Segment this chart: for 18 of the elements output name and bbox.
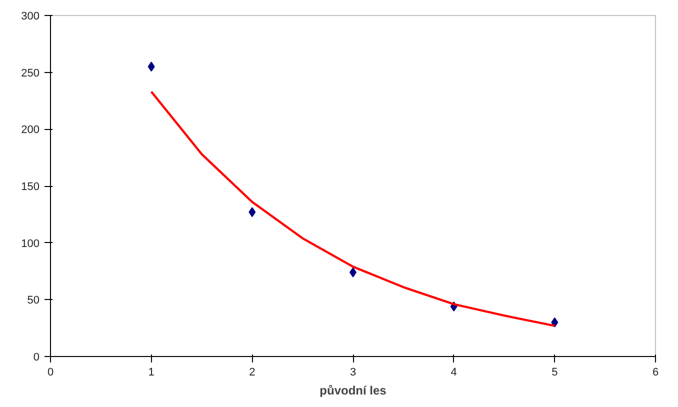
- y-tick-label: 300: [21, 10, 40, 22]
- x-tick-label: 5: [552, 366, 558, 378]
- x-tick-label: 2: [249, 366, 256, 378]
- y-tick-label: 100: [21, 238, 40, 250]
- x-tick-label: 3: [350, 366, 356, 378]
- x-axis-title: původní les: [320, 384, 387, 398]
- point: [148, 62, 155, 72]
- y-tick-label: 50: [27, 294, 40, 307]
- y-tick-label: 250: [21, 67, 40, 80]
- x-tick-label: 1: [148, 366, 154, 378]
- point: [551, 317, 558, 328]
- point: [248, 207, 256, 218]
- y-tick-label: 0: [33, 352, 40, 364]
- y-tick-label: 200: [21, 124, 40, 136]
- x-tick-label: 6: [652, 366, 659, 378]
- x-tick-label: 4: [450, 366, 457, 378]
- y-tick-label: 150: [21, 181, 40, 193]
- x-tick-label: 0: [47, 366, 54, 378]
